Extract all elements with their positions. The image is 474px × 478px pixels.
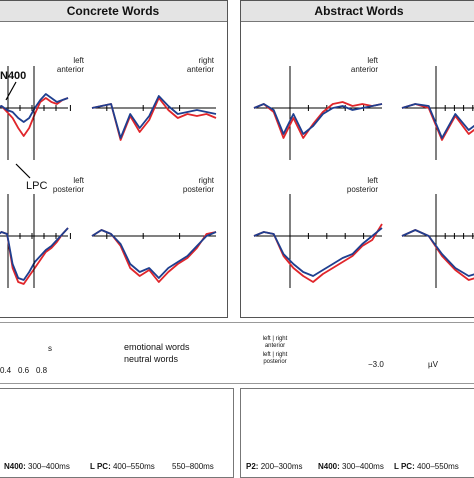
lpc-arrow xyxy=(15,163,31,179)
caption-concrete-n400: N400: 300–400ms xyxy=(4,462,70,471)
abstract-words-panel: Abstract Words xyxy=(240,0,474,318)
n400-arrow xyxy=(5,81,17,101)
emotional-series-line xyxy=(0,97,69,137)
concrete-words-title: Concrete Words xyxy=(0,1,227,22)
neutral-series-line xyxy=(0,93,69,123)
colorbar-unit-label: µV xyxy=(428,360,438,369)
label-right-anterior-concrete: right anterior xyxy=(186,56,214,74)
head-map-bottom: left | right posterior xyxy=(262,352,288,365)
abstract-words-title: Abstract Words xyxy=(241,1,474,22)
head-map-top: left | right anterior xyxy=(262,336,288,349)
neutral-series-line xyxy=(401,103,474,139)
time-axis-unit: s xyxy=(48,344,52,353)
label-left-posterior-concrete: left posterior xyxy=(52,176,84,194)
time-tick-1: 0.6 xyxy=(18,366,30,375)
neutral-series-line xyxy=(0,227,69,281)
label-left-posterior-abstract: left posterior xyxy=(346,176,378,194)
caption-abstract-lpc: L PC: 400–550ms xyxy=(394,462,459,471)
time-tick-2: 0.8 xyxy=(36,366,48,375)
annotation-n400: N400 xyxy=(0,70,27,82)
neutral-series-line xyxy=(253,227,383,277)
caption-concrete-lpc: L PC: 400–550ms xyxy=(90,462,155,471)
time-tick-0: 0.4 xyxy=(0,366,12,375)
label-left-anterior-abstract: left anterior xyxy=(350,56,378,74)
legend-neutral-label: neutral words xyxy=(124,354,179,364)
neutral-series-line xyxy=(401,229,474,277)
concrete-topomap-panel xyxy=(0,388,234,478)
label-left-anterior-concrete: left anterior xyxy=(56,56,84,74)
label-right-posterior-concrete: right posterior xyxy=(182,176,214,194)
colorbar-min-label: −3.0 xyxy=(368,360,384,369)
legend-panel xyxy=(0,322,474,384)
caption-concrete-late: 550–800ms xyxy=(172,462,214,471)
caption-abstract-n400: N400: 300–400ms xyxy=(318,462,384,471)
concrete-words-panel: Concrete Words xyxy=(0,0,228,318)
abstract-topomap-panel xyxy=(240,388,474,478)
annotation-lpc: LPC xyxy=(26,180,48,192)
caption-abstract-p2: P2: 200–300ms xyxy=(246,462,303,471)
neutral-series-line xyxy=(253,103,383,135)
legend-emotional-label: emotional words xyxy=(124,342,190,352)
neutral-series-line xyxy=(91,95,217,139)
neutral-series-line xyxy=(91,229,217,279)
